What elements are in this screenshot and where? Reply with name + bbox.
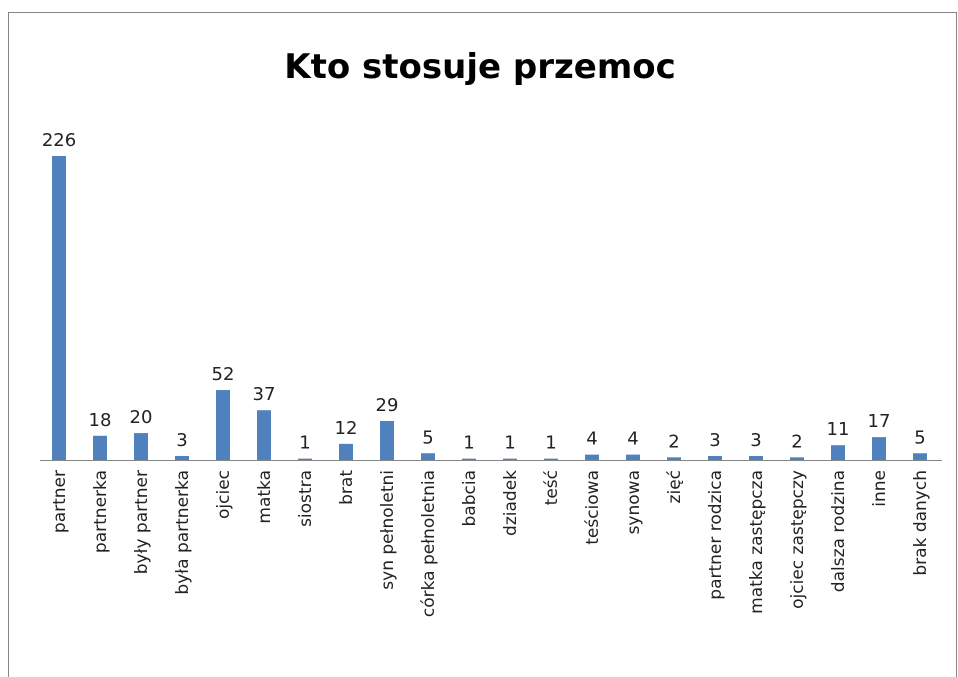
bar bbox=[585, 454, 599, 460]
x-tick-label: partnerka bbox=[91, 470, 111, 553]
data-label: 1 bbox=[299, 433, 310, 454]
bar bbox=[667, 457, 681, 460]
data-label: 4 bbox=[586, 429, 597, 450]
data-label: 2 bbox=[791, 431, 802, 452]
x-tick-label: dziadek bbox=[501, 470, 521, 536]
chart-title: Kto stosuje przemoc bbox=[284, 47, 676, 87]
bar bbox=[462, 458, 476, 460]
data-label: 12 bbox=[335, 418, 358, 439]
x-tick-label: córka pełnoletnia bbox=[419, 470, 439, 617]
data-label: 3 bbox=[176, 430, 187, 451]
bar bbox=[134, 433, 148, 460]
data-label: 52 bbox=[212, 364, 235, 385]
bar bbox=[708, 455, 722, 460]
data-label: 1 bbox=[545, 433, 556, 454]
chart-frame bbox=[8, 12, 957, 677]
x-tick-label: były partner bbox=[132, 470, 152, 574]
data-label: 3 bbox=[750, 430, 761, 451]
data-label: 17 bbox=[868, 411, 891, 432]
data-label: 1 bbox=[463, 433, 474, 454]
bar bbox=[298, 458, 312, 460]
bar bbox=[339, 443, 353, 460]
x-tick-label: brak danych bbox=[911, 470, 931, 576]
data-label: 5 bbox=[914, 427, 925, 448]
data-label: 3 bbox=[709, 430, 720, 451]
data-label: 11 bbox=[827, 419, 850, 440]
x-tick-label: zięć bbox=[665, 470, 685, 503]
x-tick-label: partner rodzica bbox=[706, 470, 726, 600]
x-tick-label: brat bbox=[337, 470, 357, 505]
x-tick-label: syn pełnoletni bbox=[378, 470, 398, 590]
bar bbox=[503, 458, 517, 460]
x-tick-label: babcia bbox=[460, 470, 480, 527]
bar bbox=[790, 457, 804, 460]
bar bbox=[831, 445, 845, 460]
data-label: 2 bbox=[668, 431, 679, 452]
bar bbox=[52, 156, 66, 460]
bar bbox=[175, 455, 189, 460]
bar bbox=[380, 420, 394, 460]
bar bbox=[749, 455, 763, 460]
data-label: 29 bbox=[376, 395, 399, 416]
x-tick-label: matka zastępcza bbox=[747, 470, 767, 614]
x-tick-label: synowa bbox=[624, 470, 644, 534]
x-tick-label: dalsza rodzina bbox=[829, 470, 849, 592]
x-tick-label: siostra bbox=[296, 470, 316, 527]
bar bbox=[872, 437, 886, 460]
data-label: 20 bbox=[130, 407, 153, 428]
x-tick-label: partner bbox=[50, 470, 70, 533]
x-tick-label: teść bbox=[542, 470, 562, 505]
bar bbox=[421, 453, 435, 460]
bar bbox=[626, 454, 640, 460]
data-label: 18 bbox=[89, 410, 112, 431]
x-tick-label: była partnerka bbox=[173, 470, 193, 595]
bar bbox=[216, 390, 230, 460]
bar bbox=[257, 410, 271, 460]
data-label: 1 bbox=[504, 433, 515, 454]
x-tick-label: inne bbox=[870, 470, 890, 507]
bar bbox=[913, 453, 927, 460]
data-label: 226 bbox=[42, 130, 76, 151]
x-tick-label: teściowa bbox=[583, 470, 603, 545]
x-tick-label: ojciec bbox=[214, 470, 234, 519]
bar bbox=[544, 458, 558, 460]
x-tick-label: ojciec zastępczy bbox=[788, 470, 808, 609]
data-label: 5 bbox=[422, 427, 433, 448]
x-tick-label: matka bbox=[255, 470, 275, 524]
data-label: 4 bbox=[627, 429, 638, 450]
data-label: 37 bbox=[253, 384, 276, 405]
bar bbox=[93, 435, 107, 460]
